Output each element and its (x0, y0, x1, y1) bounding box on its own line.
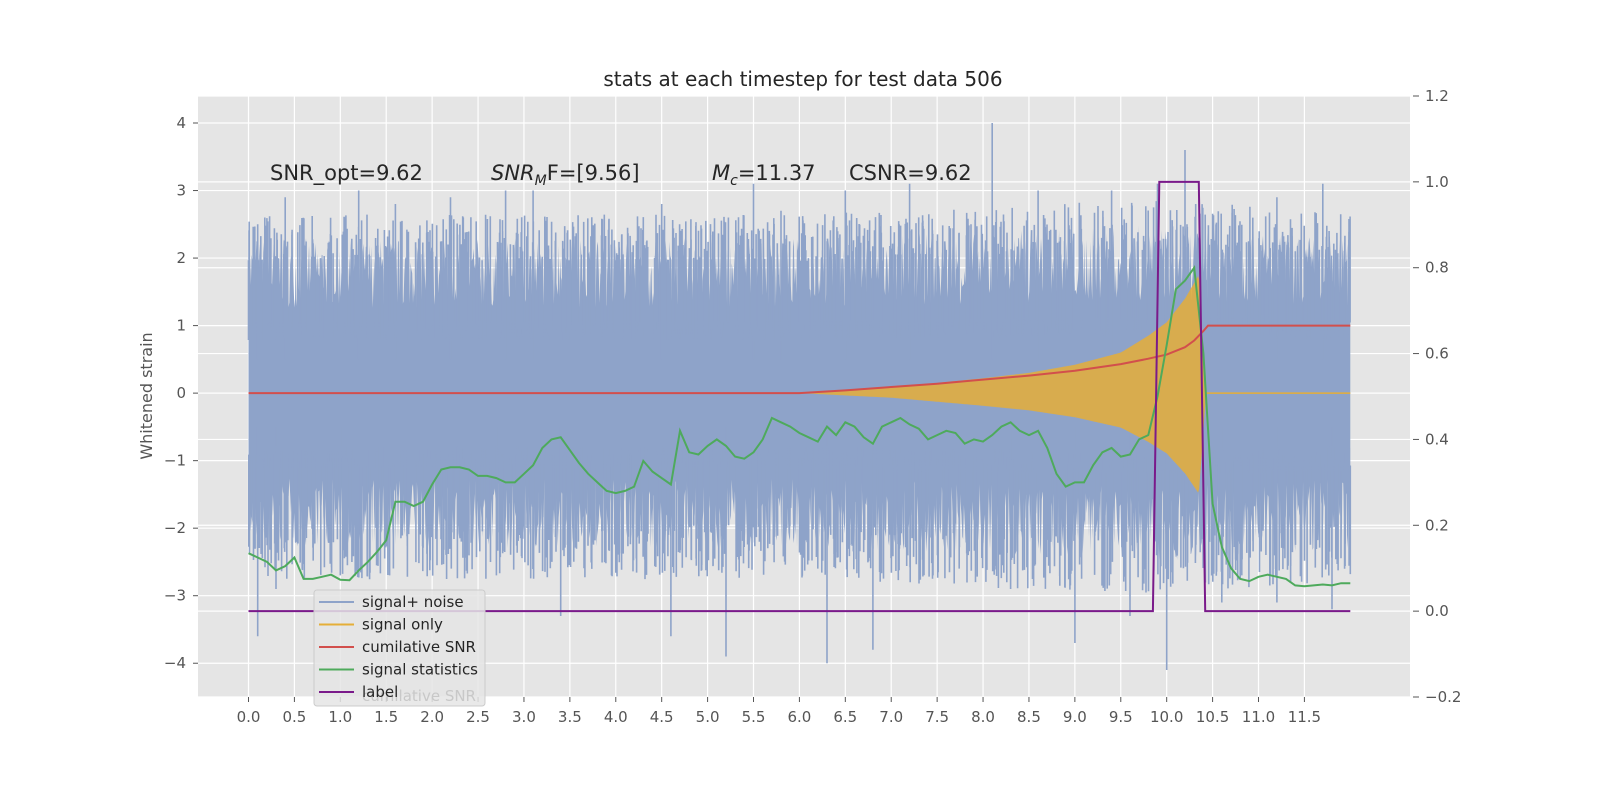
legend-box (313, 589, 486, 707)
y-tick-label: −1 (164, 452, 186, 470)
y-tick-label: −2 (164, 519, 186, 537)
x-tick-label: 2.5 (466, 708, 490, 726)
y-tick-label: 2 (176, 249, 186, 267)
legend-ghost-text: cumilative SNR (362, 687, 476, 705)
x-tick-label: 4.0 (604, 708, 628, 726)
annotation-mc: Mc=11.37 (712, 161, 816, 189)
x-tick-label: 5.0 (696, 708, 720, 726)
x-tick-label: 7.0 (879, 708, 903, 726)
annotation-mc-suffix: =11.37 (738, 161, 816, 185)
legend-label: signal+ noise (362, 593, 464, 611)
chart-title: stats at each timestep for test data 506 (603, 67, 1002, 91)
x-tick-label: 11.5 (1288, 708, 1321, 726)
y-tick-label: 4 (176, 114, 186, 132)
x-tick-label: 0.0 (237, 708, 261, 726)
x-tick-label: 6.5 (833, 708, 857, 726)
legend-label: label (362, 683, 398, 701)
x-tick-label: 9.0 (1063, 708, 1087, 726)
x-tick-label: 8.0 (971, 708, 995, 726)
signal-only-envelope (799, 276, 1206, 493)
x-tick-label: 1.5 (374, 708, 398, 726)
legend: cumilative SNR signal+ noise signal only cu… (313, 589, 486, 707)
x-tick-label: 4.5 (650, 708, 674, 726)
x-tick-label: 3.5 (558, 708, 582, 726)
y-axis-label: Whitened strain (137, 332, 156, 459)
series-cumulative-snr (248, 324, 1351, 395)
annotation-snr-mf-sub: M (535, 173, 547, 189)
signal-noise-spikes (247, 123, 1352, 670)
x-tick-label: 11.0 (1242, 708, 1275, 726)
y-tick-label: −3 (164, 587, 186, 605)
series-signal-statistics (248, 264, 1351, 588)
x-tick-label: 3.0 (512, 708, 536, 726)
y-tick-label: −4 (164, 654, 186, 672)
x-tick-label: 5.5 (742, 708, 766, 726)
annotation-mc-sub: c (730, 173, 738, 189)
x-tick-label: 6.0 (787, 708, 811, 726)
y-tick-label: 0 (176, 384, 186, 402)
x-tick-label: 10.5 (1196, 708, 1229, 726)
y-right-tick-label: 0.6 (1425, 345, 1449, 363)
y-right-tick-label: 1.0 (1425, 173, 1449, 191)
y-tick-label: 1 (176, 317, 186, 335)
annotation-snr-opt: SNR_opt=9.62 (270, 161, 423, 186)
annotation-snr-mf-suffix: F=[9.56] (547, 161, 640, 185)
annotation-snr-mf-prefix: SNR (491, 161, 535, 185)
y-right-tick-label: −0.2 (1425, 688, 1461, 706)
y-right-tick-label: 0.4 (1425, 430, 1449, 448)
x-tick-label: 2.0 (420, 708, 444, 726)
x-tick-label: 1.0 (328, 708, 352, 726)
series-label (248, 180, 1351, 613)
legend-label: signal statistics (362, 661, 478, 679)
legend-label: cumilative SNR (362, 638, 476, 656)
annotation-snr-mf: SNRMF=[9.56] (491, 161, 640, 189)
y-right-tick-label: 0.0 (1425, 602, 1449, 620)
y-right-tick-label: 1.2 (1425, 87, 1449, 105)
y-tick-label: 3 (176, 182, 186, 200)
annotation-csnr: CSNR=9.62 (849, 161, 972, 185)
legend-label: signal only (362, 616, 443, 634)
x-tick-label: 7.5 (925, 708, 949, 726)
x-tick-label: 0.5 (282, 708, 306, 726)
series-signal-only (799, 276, 1351, 493)
y-right-tick-label: 0.2 (1425, 516, 1449, 534)
annotation-mc-prefix: M (712, 161, 730, 185)
x-tick-label: 8.5 (1017, 708, 1041, 726)
y-right-tick-label: 0.8 (1425, 259, 1449, 277)
x-tick-label: 10.0 (1150, 708, 1183, 726)
x-tick-label: 9.5 (1109, 708, 1133, 726)
